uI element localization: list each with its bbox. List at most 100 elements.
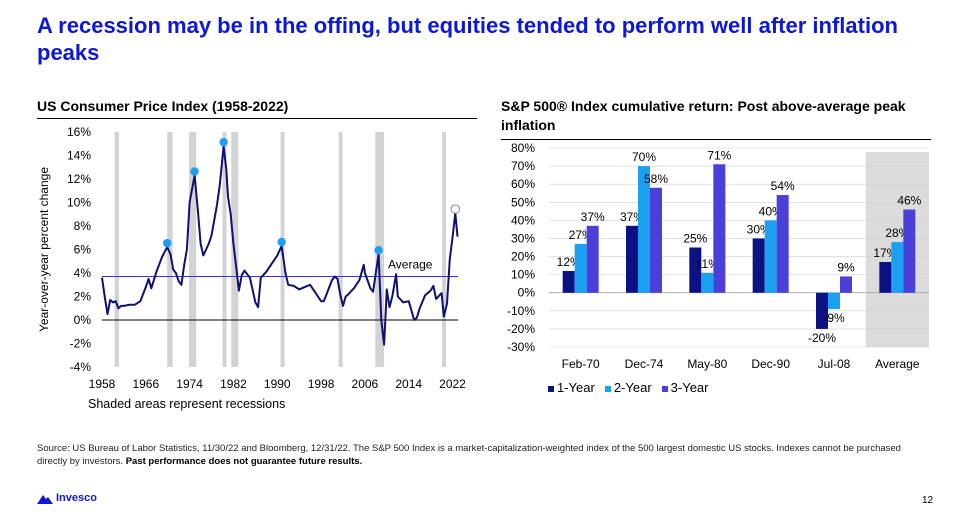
bar-legend: 1-Year 2-Year 3-Year xyxy=(548,380,708,395)
legend-label-1-year: 1-Year xyxy=(557,380,595,395)
bar-2-year xyxy=(638,166,650,293)
bar-2-year xyxy=(828,292,840,310)
bar-1-year xyxy=(626,225,638,293)
bar-y-tick-label: -20% xyxy=(507,322,535,336)
bar-1-year xyxy=(752,238,765,293)
inflation-peak-marker xyxy=(162,238,172,248)
cpi-y-tick-label: -2% xyxy=(70,337,92,351)
cpi-x-tick-label: 2022 xyxy=(439,377,466,391)
bar-3-year xyxy=(650,187,662,293)
bar-data-label: 58% xyxy=(644,172,668,186)
disclaimer-text: Past performance does not guarantee futu… xyxy=(125,456,363,467)
bar-category-label: May-80 xyxy=(687,357,727,371)
legend-swatch-2-year xyxy=(604,385,611,392)
cpi-series-line xyxy=(101,145,459,346)
cpi-chart-title: US Consumer Price Index (1958-2022) xyxy=(37,97,477,119)
bar-1-year xyxy=(562,271,575,293)
inflation-peak-marker xyxy=(219,137,228,147)
bar-y-tick-label: -30% xyxy=(507,340,535,354)
bar-data-label: 25% xyxy=(683,232,707,246)
cpi-x-tick-label: 1958 xyxy=(89,377,116,391)
recession-band-8 xyxy=(442,132,447,367)
page-title: A recession may be in the offing, but eq… xyxy=(37,13,898,65)
bar-y-tick-label: 30% xyxy=(511,231,535,245)
cpi-y-tick-label: 14% xyxy=(67,149,91,163)
bar-data-label: 70% xyxy=(632,150,656,164)
cpi-x-tick-label: 2014 xyxy=(395,377,422,391)
bar-data-label: 46% xyxy=(897,194,921,208)
bar-data-label: 37% xyxy=(581,210,605,224)
bar-category-label: Average xyxy=(875,357,920,371)
bar-3-year xyxy=(713,164,726,293)
inflation-peak-marker xyxy=(374,246,383,255)
bar-y-tick-label: 80% xyxy=(511,141,535,155)
cpi-y-tick-label: 12% xyxy=(67,172,91,186)
bar-y-tick-label: 40% xyxy=(511,213,535,227)
cpi-y-tick-label: 4% xyxy=(74,266,92,280)
invesco-logo: Invesco xyxy=(37,492,97,504)
cpi-x-tick-label: 1990 xyxy=(264,377,291,391)
cpi-x-tick-label: 1998 xyxy=(308,377,335,391)
sp500-title-rule xyxy=(501,139,931,140)
inflation-peak-marker xyxy=(450,204,460,214)
legend-swatch-1-year xyxy=(548,385,554,392)
bar-1-year xyxy=(879,261,892,293)
bar-data-label: -9% xyxy=(823,311,845,325)
cpi-y-axis-label: Year-over-year percent change xyxy=(37,167,51,332)
bar-3-year xyxy=(903,209,916,293)
legend-label-2-year: 2-Year xyxy=(613,380,652,395)
bar-2-year xyxy=(764,220,777,293)
cpi-x-tick-label: 1966 xyxy=(132,377,159,391)
bar-1-year xyxy=(816,292,828,329)
recession-band-3 xyxy=(222,132,227,367)
bar-category-label: Jul-08 xyxy=(818,357,851,371)
bar-y-tick-label: 0% xyxy=(518,286,536,300)
bar-data-label: 9% xyxy=(837,260,855,274)
legend-label-3-year: 3-Year xyxy=(670,380,709,395)
bar-category-label: Feb-70 xyxy=(562,357,600,371)
source-text: Source: US Bureau of Labor Statistics, 1… xyxy=(37,443,901,467)
bar-3-year xyxy=(586,225,599,293)
legend-2-year: 2-Year xyxy=(604,380,652,395)
bar-data-label: 71% xyxy=(707,148,731,162)
bar-y-tick-label: 20% xyxy=(511,250,535,264)
page-number: 12 xyxy=(922,495,934,506)
bar-2-year xyxy=(574,243,587,293)
recession-band-2 xyxy=(189,132,197,367)
bar-3-year xyxy=(776,195,789,293)
bar-1-year xyxy=(689,247,702,293)
legend-1-year: 1-Year xyxy=(548,380,595,395)
bar-2-year xyxy=(701,272,714,293)
cpi-y-tick-label: 10% xyxy=(67,196,91,210)
bar-y-tick-label: 60% xyxy=(511,177,535,191)
cpi-y-tick-label: 0% xyxy=(74,313,92,327)
average-label: Average xyxy=(388,258,433,272)
bar-2-year xyxy=(891,242,904,293)
logo-text: Invesco xyxy=(56,492,97,504)
bar-y-tick-label: 10% xyxy=(511,268,535,282)
bar-y-tick-label: 50% xyxy=(511,195,535,209)
cpi-x-tick-label: 1982 xyxy=(220,377,247,391)
recession-band-0 xyxy=(114,132,119,367)
cpi-y-tick-label: 2% xyxy=(74,290,92,304)
cpi-y-tick-label: 6% xyxy=(74,243,92,257)
cpi-y-tick-label: -4% xyxy=(70,360,92,374)
bar-y-tick-label: 70% xyxy=(511,159,535,173)
bar-category-label: Dec-74 xyxy=(625,357,664,371)
recession-note: Shaded areas represent recessions xyxy=(88,397,286,411)
recession-band-6 xyxy=(338,132,343,367)
recession-band-1 xyxy=(167,132,173,367)
inflation-peak-marker xyxy=(190,167,199,176)
bar-3-year xyxy=(840,276,852,293)
invesco-mountain-icon xyxy=(37,494,53,504)
cpi-x-tick-label: 1974 xyxy=(176,377,203,391)
legend-swatch-3-year xyxy=(661,385,668,392)
inflation-peak-marker xyxy=(277,237,286,247)
legend-3-year: 3-Year xyxy=(661,380,709,395)
cpi-y-tick-label: 16% xyxy=(67,125,91,139)
cpi-y-tick-label: 8% xyxy=(74,219,92,233)
bar-y-tick-label: -10% xyxy=(507,304,535,318)
bar-data-label: -20% xyxy=(808,331,836,345)
